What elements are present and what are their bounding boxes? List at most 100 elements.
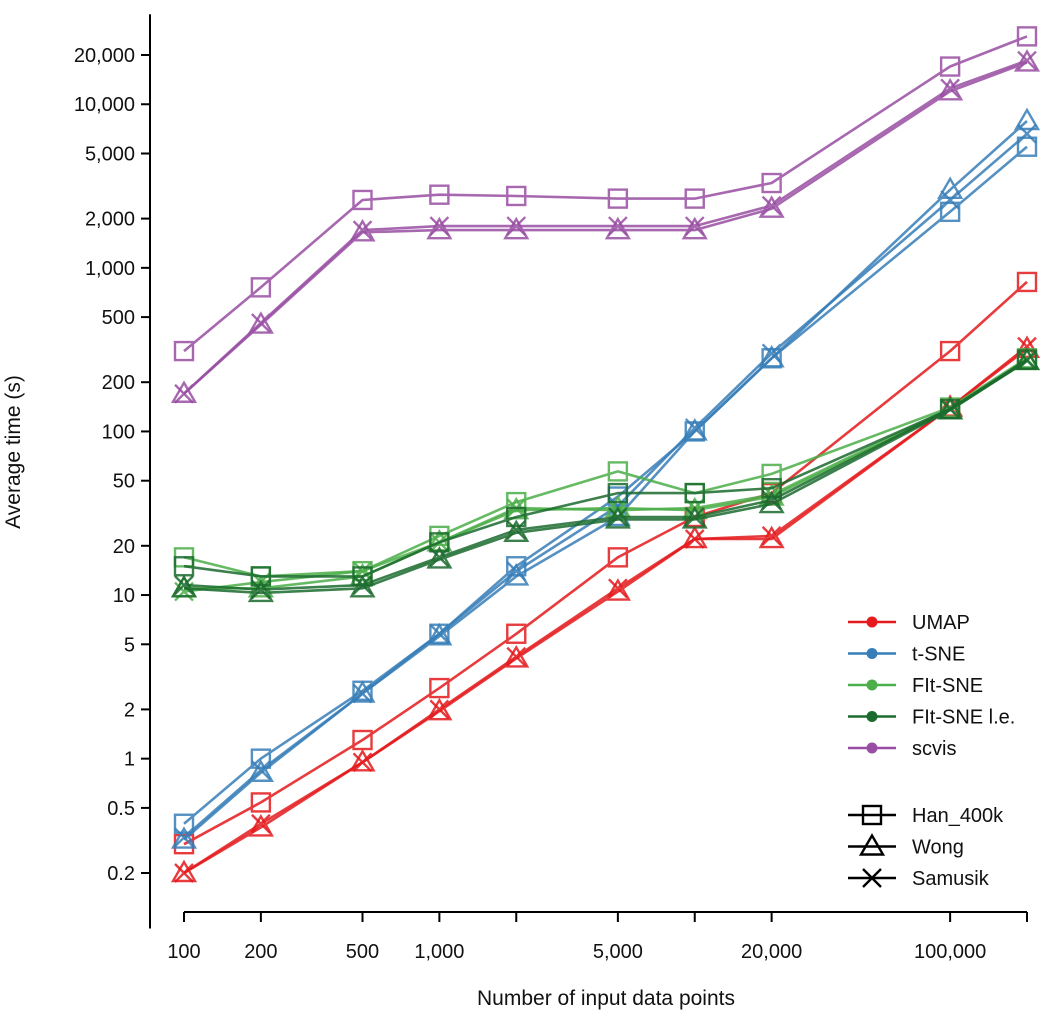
y-tick-label: 0.2 [107, 863, 135, 885]
legend-label: FIt-SNE [912, 675, 983, 697]
series-line [183, 145, 1028, 825]
data-point [940, 190, 960, 210]
legend-marker [861, 804, 883, 826]
data-point [429, 547, 450, 568]
data-point [247, 311, 274, 334]
data-point [758, 525, 785, 549]
legend-item: FIt-SNE l.e. [848, 707, 1015, 729]
y-tick-label: 5,000 [85, 143, 135, 165]
data-point [352, 752, 373, 773]
x-tick-label: 20,000 [741, 941, 802, 963]
data-point [426, 216, 453, 240]
series-scvis-han-400k [173, 26, 1038, 362]
legend-marker [858, 833, 886, 856]
series-line [183, 132, 1028, 839]
legend-label: Han_400k [912, 805, 1004, 827]
data-point [251, 760, 271, 781]
data-point [174, 383, 194, 404]
legend-swatch-dot [866, 679, 878, 691]
legend-swatch-dot [866, 711, 878, 722]
data-point [174, 575, 194, 595]
data-point [250, 277, 272, 298]
data-point [1016, 136, 1038, 157]
data-point [1017, 50, 1037, 71]
series-fit-sne-wong [170, 347, 1041, 598]
legend-item: UMAP [848, 612, 970, 634]
series-line [183, 61, 1028, 395]
data-point [1016, 26, 1038, 47]
y-tick-label: 1,000 [85, 258, 135, 280]
data-point [170, 574, 198, 598]
data-point [506, 623, 527, 644]
series-line [183, 357, 1028, 578]
data-point [604, 578, 631, 601]
series-layer [170, 26, 1041, 883]
data-point [352, 220, 373, 240]
y-tick-label: 200 [102, 372, 135, 394]
legend-swatch-dot [866, 742, 878, 754]
data-point [506, 646, 527, 667]
data-point [607, 188, 629, 209]
series-t-sne-han-400k [173, 136, 1038, 834]
y-tick-label: 100 [102, 421, 135, 443]
legend-label: UMAP [912, 612, 970, 634]
data-point [174, 863, 194, 883]
data-point [684, 529, 705, 549]
y-axis-title: Average time (s) [2, 375, 25, 529]
y-tick-label: 5 [124, 634, 135, 656]
data-point [761, 343, 782, 364]
data-point [251, 813, 271, 834]
data-point [608, 216, 628, 236]
data-point [940, 399, 960, 419]
legend: UMAP t-SNE FIt-SNE FIt-SNE l.e. scvis Han_400… [848, 612, 1015, 890]
series-line [183, 345, 1028, 875]
data-point [761, 172, 782, 194]
data-point [684, 216, 705, 236]
data-point [1013, 347, 1041, 371]
data-point [251, 313, 271, 333]
data-point [608, 578, 628, 599]
legend-item: scvis [848, 738, 956, 760]
data-point [429, 184, 450, 205]
data-point [681, 216, 708, 240]
data-point [761, 477, 782, 499]
series-line [183, 358, 1028, 578]
data-point [1013, 335, 1041, 359]
data-point [684, 418, 705, 438]
data-point [761, 195, 782, 216]
data-point [349, 680, 376, 703]
x-tick-label: 100 [167, 941, 200, 963]
y-tick-label: 500 [102, 307, 135, 329]
y-tick-label: 20,000 [74, 45, 135, 67]
data-point [506, 216, 527, 236]
legend-item: Han_400k [848, 804, 1004, 827]
data-point [503, 645, 530, 668]
y-tick-label: 20 [113, 536, 135, 558]
legend-label: Samusik [912, 868, 990, 890]
data-point [352, 189, 373, 211]
series-t-sne-wong [170, 107, 1041, 849]
x-tick-label: 100,000 [914, 941, 986, 963]
data-point [761, 463, 782, 485]
series-scvis-wong [170, 49, 1041, 403]
series-line [183, 359, 1028, 591]
x-tick-label: 5,000 [593, 941, 643, 963]
series-fit-sne-l-e-samusik [174, 350, 1037, 600]
data-point [1013, 49, 1041, 72]
data-point [937, 77, 964, 101]
data-point [939, 56, 961, 77]
data-point [937, 176, 964, 199]
data-point [506, 561, 527, 581]
data-point [940, 78, 960, 99]
y-tick-label: 2,000 [85, 209, 135, 231]
data-point [506, 506, 527, 528]
y-tick-label: 50 [113, 471, 135, 493]
data-point [426, 697, 453, 721]
data-point [247, 759, 274, 782]
data-point [170, 859, 198, 883]
data-point [1017, 350, 1037, 371]
x-axis-title: Number of input data points [477, 987, 735, 1010]
axes: 0.2 0.5 1 2 5 10 20 50 100 200 500 1,000 2,000 5,000 1… [74, 14, 1028, 963]
data-point [1017, 123, 1037, 144]
